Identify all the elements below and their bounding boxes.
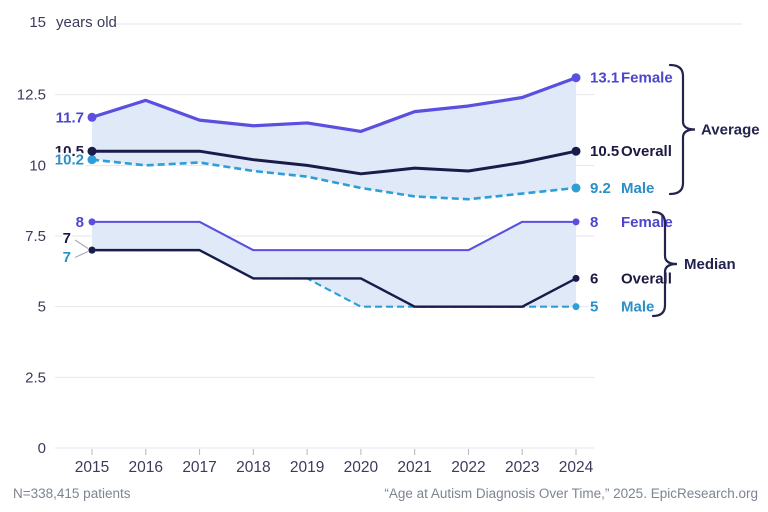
average-male-start-dot (87, 155, 97, 165)
average-overall-start-label: 10.5 (55, 143, 84, 160)
average-brace-label: Average (701, 122, 760, 139)
median-overall-end-value: 6 (590, 270, 598, 287)
average-male-end-value: 9.2 (590, 180, 611, 197)
median-overall-line (92, 248, 577, 308)
median-female-end-dot (572, 218, 580, 226)
median-band (92, 221, 576, 307)
median-female-start-label: 8 (76, 214, 84, 231)
average-brace (668, 63, 696, 196)
y-tick-5: 5 (38, 299, 46, 316)
x-label-2021: 2021 (397, 459, 431, 476)
y-tick-7.5: 7.5 (25, 228, 46, 245)
y-tick-2.5: 2.5 (25, 369, 46, 386)
average-female-end-value: 13.1 (590, 70, 619, 87)
median-female-end-value: 8 (590, 214, 598, 231)
sample-size-note: N=338,415 patients (13, 486, 131, 501)
x-label-2019: 2019 (290, 459, 324, 476)
average-overall-line (92, 149, 577, 176)
median-overall-series-name: Overall (621, 270, 672, 287)
median-overall-start-label: 7 (63, 230, 71, 247)
median-male-series-name: Male (621, 299, 654, 316)
median-female-series-name: Female (621, 214, 673, 231)
median-female-line (92, 220, 576, 252)
median-male-leader-line (74, 250, 89, 259)
average-male-series-name: Male (621, 180, 654, 197)
median-brace (651, 210, 678, 318)
median-overall-leader-line (74, 239, 89, 250)
average-male-line (91, 158, 577, 201)
x-label-2016: 2016 (129, 459, 163, 476)
average-female-line (91, 76, 577, 134)
average-female-start-label: 11.7 (56, 109, 84, 126)
y-axis-unit-label: years old (56, 14, 117, 31)
median-brace-label: Median (684, 256, 736, 273)
average-female-end-dot (571, 73, 581, 83)
x-label-2023: 2023 (505, 459, 539, 476)
average-female-start-dot (87, 112, 97, 122)
median-male-end-dot (572, 303, 580, 311)
average-overall-end-value: 10.5 (590, 143, 619, 160)
average-male-end-dot (571, 183, 581, 193)
x-label-2020: 2020 (344, 459, 379, 476)
median-overall-end-dot (572, 274, 580, 282)
average-female-series-name: Female (621, 70, 673, 87)
average-overall-series-name: Overall (621, 143, 672, 160)
y-tick-12.5: 12.5 (17, 87, 46, 104)
average-overall-start-dot (87, 146, 97, 156)
median-male-start-label: 7 (63, 249, 71, 266)
median-overall-start-dot (88, 246, 96, 254)
source-attribution: “Age at Autism Diagnosis Over Time,” 202… (384, 486, 758, 501)
x-label-2015: 2015 (75, 459, 109, 476)
y-tick-10: 10 (29, 157, 46, 174)
median-male-end-value: 5 (590, 299, 598, 316)
median-female-start-dot (88, 218, 96, 226)
x-label-2022: 2022 (451, 459, 485, 476)
x-label-2018: 2018 (236, 459, 270, 476)
y-tick-15: 15 (29, 14, 46, 31)
average-male-start-label: 10.2 (55, 152, 84, 169)
x-label-2017: 2017 (182, 459, 216, 476)
y-tick-0: 0 (38, 440, 46, 457)
average-overall-end-dot (571, 146, 581, 156)
x-label-2024: 2024 (559, 459, 594, 476)
